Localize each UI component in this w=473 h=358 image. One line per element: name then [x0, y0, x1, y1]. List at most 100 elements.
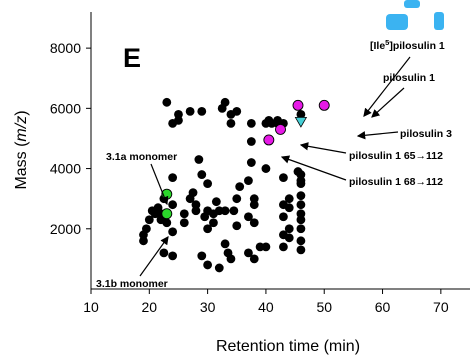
highlighted-data-point — [263, 134, 275, 146]
data-point — [197, 106, 207, 116]
data-point — [211, 197, 221, 207]
x-axis-title: Retention time (min) — [216, 338, 360, 355]
annotation-ile5-superscript: 5 — [385, 38, 389, 47]
data-point — [249, 200, 259, 210]
y-axis-title-suffix: ) — [13, 110, 30, 115]
data-point — [249, 254, 259, 264]
data-point — [168, 173, 178, 182]
y-tick-label: 8000 — [50, 40, 81, 56]
data-point — [194, 155, 204, 164]
x-tick-label: 50 — [316, 299, 332, 315]
y-axis-title-prefix: Mass ( — [13, 141, 30, 190]
annotation-pilosulin-1-65-112: pilosulin 1 65→112 — [349, 150, 443, 162]
data-point — [284, 203, 294, 213]
data-point — [296, 200, 306, 210]
data-point — [284, 194, 294, 204]
data-point — [296, 215, 306, 225]
data-point — [144, 215, 154, 225]
data-point — [296, 191, 306, 201]
data-point — [162, 218, 172, 228]
data-point — [203, 224, 213, 234]
data-point-triangle — [294, 116, 308, 128]
y-tick-label: 4000 — [50, 161, 81, 177]
data-point — [246, 119, 256, 128]
data-point — [220, 239, 230, 249]
arrow-pilosulin-1-65-112 — [299, 142, 347, 154]
data-point — [232, 194, 242, 204]
data-point — [296, 179, 306, 189]
data-point — [261, 242, 271, 252]
arrow-ile5-pilosulin-1 — [363, 56, 411, 117]
data-point — [168, 200, 178, 210]
data-point — [174, 109, 183, 119]
tick-layer: 10 20 30 40 50 60 70 2000 4000 6000 8000 — [50, 40, 449, 315]
point-layer — [139, 97, 330, 273]
data-point — [226, 119, 236, 128]
data-point — [214, 263, 224, 273]
data-point — [220, 97, 230, 107]
data-point — [226, 254, 236, 264]
data-point — [232, 221, 242, 231]
annotation-pilosulin-3: pilosulin 3 — [400, 128, 452, 140]
data-point — [244, 248, 253, 258]
data-point — [191, 200, 201, 210]
data-point — [296, 245, 306, 255]
data-point — [203, 179, 213, 189]
data-point — [279, 173, 288, 182]
highlighted-data-point — [275, 123, 286, 135]
data-point — [296, 209, 306, 219]
annotation-ile5-prefix: [Ile — [370, 40, 385, 52]
data-point — [284, 224, 294, 234]
arrow-pilosulin-1 — [371, 87, 405, 118]
data-point — [179, 209, 189, 219]
data-point — [249, 194, 259, 204]
data-point — [197, 170, 207, 179]
data-point — [159, 248, 169, 258]
data-point — [279, 212, 288, 222]
data-point — [191, 206, 201, 216]
y-tick-label: 6000 — [50, 100, 81, 116]
data-point — [229, 206, 239, 216]
data-point — [296, 236, 306, 246]
data-point — [168, 251, 178, 261]
highlighted-data-point — [161, 208, 173, 220]
data-point — [246, 137, 256, 146]
data-point — [141, 224, 151, 234]
highlighted-data-point — [318, 99, 330, 111]
data-point — [296, 224, 306, 234]
watermark-mark — [386, 0, 444, 30]
data-point — [261, 164, 271, 173]
y-tick-label: 2000 — [50, 221, 81, 237]
y-axis-title: Mass (m/z) — [13, 110, 30, 189]
arrow-3-1b-monomer — [139, 236, 169, 277]
data-point — [235, 182, 245, 192]
data-point — [232, 106, 242, 116]
annotation-ile5-suffix: ]pilosulin 1 — [389, 40, 445, 52]
highlighted-data-point — [292, 99, 304, 111]
data-point — [203, 260, 213, 270]
data-point — [246, 158, 256, 167]
y-axis-title-unit: m/z — [13, 116, 30, 142]
data-point — [296, 109, 306, 119]
data-point — [284, 233, 294, 243]
data-point — [185, 106, 195, 116]
data-point — [244, 212, 253, 222]
panel-label: E — [123, 43, 141, 73]
arrow-pilosulin-1-68-112 — [280, 155, 347, 181]
x-tick-label: 60 — [375, 299, 391, 315]
data-point — [168, 227, 178, 237]
data-point — [249, 218, 259, 228]
data-point — [220, 206, 230, 216]
data-point — [209, 218, 218, 228]
data-point — [139, 236, 148, 246]
data-point — [244, 176, 253, 186]
data-point — [174, 115, 183, 125]
annotation-ile5-pilosulin-1: [Ile5]pilosulin 1 — [370, 38, 445, 52]
data-point — [197, 251, 207, 261]
x-tick-label: 40 — [258, 299, 274, 315]
x-tick-label: 30 — [200, 299, 216, 315]
x-tick-label: 10 — [83, 299, 99, 315]
data-point — [296, 170, 306, 179]
data-point — [179, 218, 189, 228]
